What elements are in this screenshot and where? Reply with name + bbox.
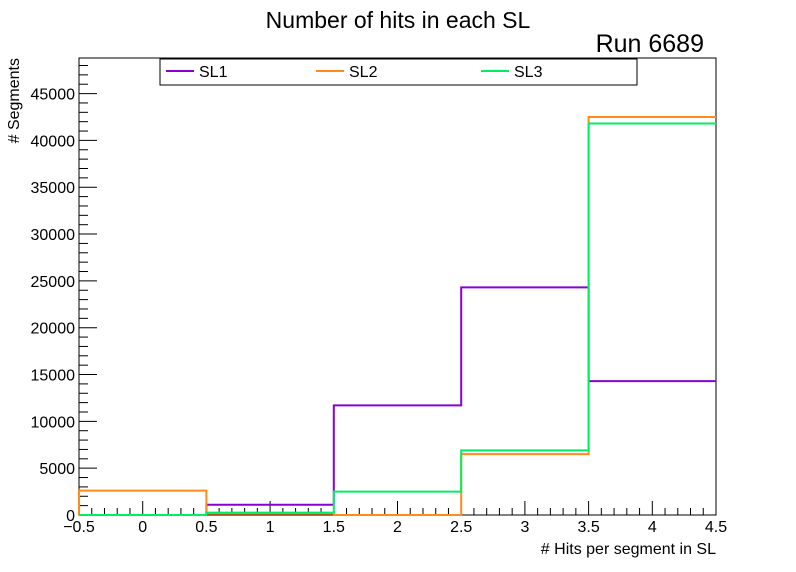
y-tick-label: 20000 [31, 321, 76, 338]
plot-frame [78, 57, 717, 516]
x-tick-label: 2.5 [450, 519, 472, 536]
x-tick-label: 4 [648, 519, 657, 536]
plot-area [78, 57, 717, 516]
x-axis: −0.5 0 0.5 1 1.5 2 2.5 3 3.5 4 4.5 [63, 501, 727, 536]
x-tick-label: 0.5 [195, 519, 217, 536]
x-tick-label: 4.5 [705, 519, 727, 536]
y-tick-label: 5000 [39, 461, 75, 478]
x-tick-label: 3.5 [577, 519, 599, 536]
series-sl2-line [78, 115, 716, 516]
y-axis: 0 5000 10000 15000 20000 25000 30000 35000 40000… [31, 64, 97, 525]
y-tick-label: 40000 [31, 133, 76, 150]
y-tick-label: 30000 [31, 227, 76, 244]
legend-label-sl2: SL2 [349, 64, 378, 81]
chart-title: Number of hits in each SL [266, 7, 531, 33]
x-tick-label: 3 [520, 519, 529, 536]
y-tick-label: 15000 [31, 368, 76, 385]
y-tick-label: 10000 [31, 414, 76, 431]
legend-label-sl3: SL3 [514, 64, 543, 81]
series-sl3-line [79, 122, 716, 516]
x-tick-label: −0.5 [63, 519, 95, 536]
run-label: Run 6689 [596, 30, 704, 58]
legend-box [159, 58, 638, 86]
y-tick-label: 0 [66, 508, 75, 525]
series-sl1-line [79, 286, 716, 516]
legend: SL1 SL2 SL3 [159, 58, 638, 86]
x-tick-label: 0 [138, 519, 147, 536]
x-tick-label: 1.5 [323, 519, 345, 536]
y-axis-label: # Segments [6, 58, 23, 143]
y-tick-label: 25000 [31, 274, 76, 291]
x-tick-label: 1 [266, 519, 275, 536]
y-tick-label: 45000 [31, 87, 76, 104]
y-tick-label: 35000 [31, 180, 76, 197]
x-axis-label: # Hits per segment in SL [541, 541, 716, 558]
legend-label-sl1: SL1 [199, 64, 228, 81]
series-layer [78, 115, 716, 516]
x-tick-label: 2 [393, 519, 402, 536]
